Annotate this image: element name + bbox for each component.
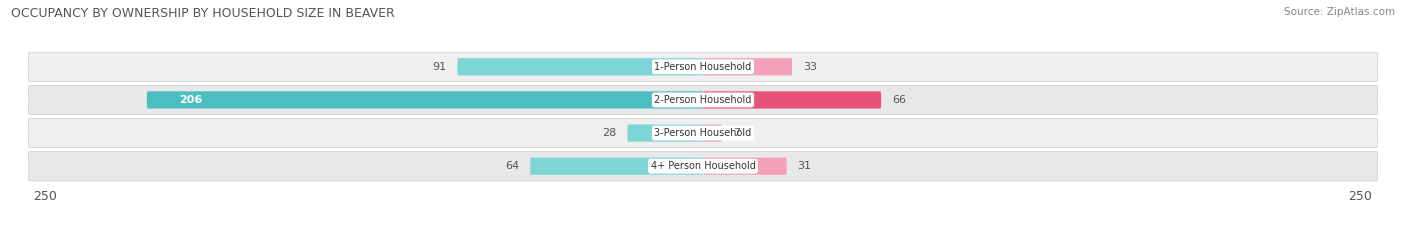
Text: 250: 250 [34, 190, 58, 203]
Text: 2-Person Household: 2-Person Household [654, 95, 752, 105]
Text: 3-Person Household: 3-Person Household [654, 128, 752, 138]
Text: 4+ Person Household: 4+ Person Household [651, 161, 755, 171]
FancyBboxPatch shape [703, 91, 882, 109]
Text: 1-Person Household: 1-Person Household [654, 62, 752, 72]
FancyBboxPatch shape [703, 124, 721, 142]
FancyBboxPatch shape [28, 85, 1378, 114]
Text: Source: ZipAtlas.com: Source: ZipAtlas.com [1284, 7, 1395, 17]
FancyBboxPatch shape [457, 58, 703, 75]
Text: 64: 64 [505, 161, 519, 171]
FancyBboxPatch shape [28, 119, 1378, 148]
FancyBboxPatch shape [28, 52, 1378, 81]
Text: 7: 7 [733, 128, 740, 138]
FancyBboxPatch shape [530, 158, 703, 175]
Text: 250: 250 [1348, 190, 1372, 203]
FancyBboxPatch shape [703, 158, 787, 175]
Text: 31: 31 [797, 161, 811, 171]
Text: 91: 91 [433, 62, 447, 72]
Text: 206: 206 [180, 95, 202, 105]
FancyBboxPatch shape [146, 91, 703, 109]
Text: OCCUPANCY BY OWNERSHIP BY HOUSEHOLD SIZE IN BEAVER: OCCUPANCY BY OWNERSHIP BY HOUSEHOLD SIZE… [11, 7, 395, 20]
FancyBboxPatch shape [28, 152, 1378, 181]
Text: 33: 33 [803, 62, 817, 72]
Text: 66: 66 [891, 95, 905, 105]
FancyBboxPatch shape [703, 58, 792, 75]
Text: 28: 28 [602, 128, 617, 138]
FancyBboxPatch shape [627, 124, 703, 142]
